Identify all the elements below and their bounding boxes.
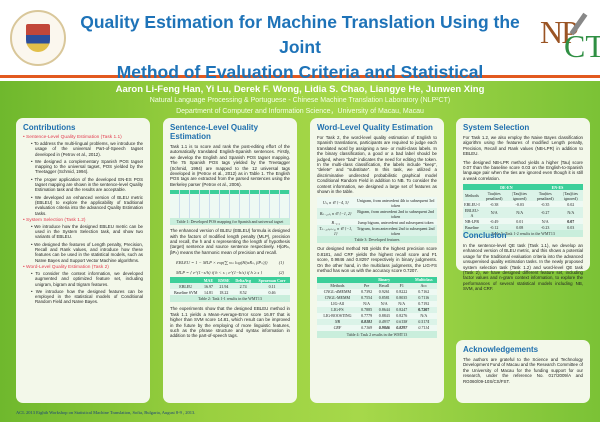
- subsection-title: • Word-Level Quality Estimation (Task 2): [23, 264, 109, 270]
- acknowledgements-panel: Acknowledgements The authors are gratefu…: [456, 340, 590, 403]
- table-row: NB 0.8181 0.4937 0.6158 0.5174: [317, 318, 437, 325]
- section-title: Word-Level Quality Estimation: [317, 123, 433, 132]
- table-row: NB-LPR -0.49 0.01 N/A 0.07: [463, 218, 583, 225]
- table-row: CRF 0.7169 0.9846 0.8297 0.7114: [317, 324, 437, 331]
- equation-2: MLP = { e^(1−s/h) if h < s ; e^(1−h/s) i…: [176, 270, 284, 276]
- table-row: B₋₁,₁ Jump bigram, antecedent and subsequ…: [317, 219, 437, 226]
- section-title: Acknowledgements: [463, 345, 539, 354]
- bullet: • To address the multi-lingual problems,…: [31, 141, 143, 157]
- footer-citation: ACL 2013 Eighth Workshop on Statistical …: [16, 410, 196, 415]
- table-2: MAE RMSE DeltaAvg Spearman Corr EBLEU 16.97 2…: [170, 277, 290, 296]
- nlp2ct-logo: NP CT: [540, 12, 600, 64]
- table-caption: Table 2: Task 1-1 results in the WMT13: [170, 295, 290, 303]
- paragraph: For Task 2, the word-level quality estim…: [317, 135, 437, 195]
- table-row: EBLEU-I -0.38 -0.03 -0.35 0.02: [463, 201, 583, 208]
- poster-header: Quality Estimation for Machine Translati…: [0, 0, 600, 107]
- table-row: LIG-BOOSTING 0.7779 0.8843 0.8276 N/A: [317, 312, 437, 319]
- affiliation-dept: Department of Computer and Information S…: [176, 108, 424, 115]
- subsection-title: • System Selection (Task 1.2): [23, 217, 86, 223]
- paragraph: In the sentence-level QE task (Task 1.1)…: [463, 243, 583, 292]
- paragraph: Task 1.1 is to score and rank the post-e…: [170, 144, 290, 187]
- system-selection-panel: System Selection For Task 1.2, we also e…: [456, 118, 590, 271]
- table-caption: Table 4: Task 2 results in the WMT13: [317, 330, 437, 338]
- affiliation-lab: Natural Language Processing & Portuguese…: [149, 97, 451, 104]
- word-level-panel: Word-Level Quality Estimation For Task 2…: [310, 118, 444, 403]
- table-5: DE-EN EN-ES Methods Tau(ties penalized) |Ta…: [463, 184, 583, 231]
- paragraph: The enhanced version of BLEU (EBLEU) for…: [170, 228, 290, 255]
- bullet: • We introduce how the designed EBLEU me…: [31, 223, 143, 240]
- table-row: EBLEU 16.97 21.94 2.74 0.11: [170, 283, 290, 290]
- section-title: Sentence-Level Quality Estimation: [170, 123, 259, 141]
- shield-icon: [26, 24, 50, 52]
- table-row: Tₙ₋₁,ₙ,ₙ₊₁, n ∈ {−1, 1} Trigram, from ant…: [317, 225, 437, 237]
- table-caption: Table 5: Task 1-2 results in the WMT13: [463, 230, 583, 238]
- table-row: LIG-All N/A N/A N/A 0.7192: [317, 300, 437, 307]
- table-row: Baseline SVM 14.81 18.22 8.52 0.46: [170, 289, 290, 296]
- table-row: EBLEU-A N/A N/A -0.27 N/A: [463, 207, 583, 219]
- equation-1: EBLEU = 1 − MLP × exp(∑ wₙ log(H(αRₙ, βP…: [176, 260, 284, 266]
- bullet: • We introduce how the designed features…: [31, 288, 143, 305]
- title-line-1: Quality Estimation for Machine Translati…: [80, 12, 520, 57]
- table-row: CNGL-dMEMM 0.7392 0.9261 0.8222 0.7162: [317, 288, 437, 295]
- section-title: System Selection: [463, 123, 530, 132]
- subsection-title: • Sentence-Level Quality Estimation (Tas…: [23, 135, 122, 140]
- table-row: LIG-FS 0.7885 0.8644 0.8247 0.7207: [317, 306, 437, 313]
- bullet: • The proper application of the develope…: [31, 176, 143, 193]
- table-row: CNGL-MEMM 0.7554 0.8581 0.8035 0.7116: [317, 294, 437, 301]
- bullet: • We designed a complementary Spanish PO…: [31, 158, 143, 175]
- table-4: Binary Multiclass Methods Pre Recall F1 Acc C…: [317, 276, 437, 331]
- table-row: Bₙ₋₁,ₙ, n ∈ {−1, 2} Bigram, from antecede…: [317, 208, 437, 220]
- paragraph: Our designed method NB yields the highes…: [317, 246, 437, 274]
- sentence-level-panel: Sentence-Level Quality Estimation Task 1…: [163, 118, 297, 403]
- bullet: • We designed the features of Length pen…: [31, 241, 143, 263]
- table-row: Baseline -0.12 0.08 -0.23 0.03: [463, 224, 583, 231]
- table-caption: Table 3: Developed features: [317, 236, 437, 244]
- table-row: Uₙ, n ∈ {−4, 3} Unigram, from antecedent …: [317, 197, 437, 209]
- authors: Aaron Li-Feng Han, Yi Lu, Derek F. Wong,…: [115, 84, 485, 95]
- table-caption: Table 1: Developed POS mapping for Spani…: [170, 218, 290, 226]
- paragraph: The experiments show that the designed E…: [170, 306, 290, 339]
- section-title: Contributions: [23, 123, 76, 132]
- bullet: • We developed an enhanced version of BL…: [31, 194, 143, 216]
- university-seal-logo: [10, 10, 66, 66]
- table-3: Uₙ, n ∈ {−4, 3} Unigram, from antecedent …: [317, 197, 437, 237]
- paragraph: For Task 1.2, we also employ the Naive B…: [463, 135, 583, 157]
- paragraph: The designed NB-LPR method yields a high…: [463, 159, 583, 181]
- contributions-panel: Contributions • Sentence-Level Quality E…: [16, 118, 150, 403]
- conclusion-panel: Conclusion In the sentence-level QE task…: [456, 226, 590, 326]
- section-title: Conclusion: [463, 231, 507, 240]
- table-1-pos-mapping: [170, 190, 290, 219]
- bullet: • To consider the context information, w…: [31, 270, 143, 287]
- paragraph: The authors are grateful to the Science …: [463, 357, 583, 384]
